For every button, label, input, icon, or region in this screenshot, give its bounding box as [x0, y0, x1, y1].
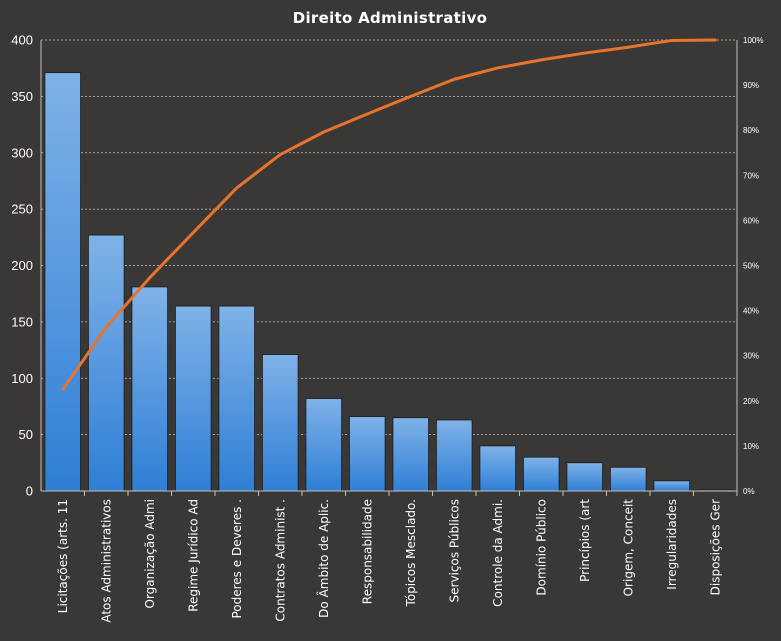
x-tick-label: Domínio Público	[534, 499, 548, 596]
y2-tick-label: 60%	[743, 216, 759, 225]
y2-axis: 0% 10% 20% 30% 40% 50% 60% 70% 80% 90% 100%	[736, 36, 763, 496]
cumulative-line	[61, 38, 717, 392]
bar	[436, 419, 473, 492]
bar	[218, 305, 255, 492]
y2-tick-label: 50%	[743, 262, 759, 271]
x-tick-label: Disposições Ger	[708, 499, 722, 595]
bar	[262, 354, 299, 492]
x-tick-label: Poderes e Deveres .	[230, 499, 244, 619]
bar	[479, 445, 516, 492]
bar	[523, 456, 560, 492]
x-tick-label: Irregularidades	[665, 499, 679, 590]
x-axis: Licitações (arts. 11 Atos Administrativos…	[41, 490, 738, 623]
y2-tick-label: 70%	[743, 171, 759, 180]
x-tick-label: Regime Jurídico Ad	[186, 499, 200, 612]
y-tick-label: 150	[11, 314, 33, 329]
y2-tick-label: 30%	[743, 352, 759, 361]
bar	[392, 417, 429, 492]
bar	[349, 416, 386, 492]
y-tick-label: 0	[26, 484, 33, 499]
y-tick-label: 350	[11, 89, 33, 104]
x-tick-label: Organização Admi	[143, 499, 157, 608]
bar	[305, 398, 342, 492]
x-tick-label: Responsabilidade	[360, 499, 374, 604]
bar	[88, 234, 125, 492]
bar	[131, 286, 168, 492]
bar	[610, 466, 647, 492]
bar	[653, 480, 690, 492]
y-axis: 0 50 100 150 200 250 300 350 400	[11, 33, 42, 499]
y-tick-label: 250	[11, 202, 33, 217]
y2-tick-label: 10%	[743, 442, 759, 451]
y2-tick-label: 100%	[743, 36, 763, 45]
chart-title: Direito Administrativo	[293, 9, 488, 27]
x-tick-label: Contratos Administ .	[273, 499, 287, 622]
bar	[566, 462, 603, 492]
x-tick-label: Controle da Admi.	[491, 499, 505, 607]
y-tick-label: 300	[11, 145, 33, 160]
bar	[175, 305, 212, 492]
x-tick-label: Origem, Conceit	[621, 499, 635, 597]
y2-tick-label: 0%	[743, 487, 755, 496]
bar	[44, 72, 81, 492]
x-tick-label: Atos Administrativos	[99, 499, 113, 623]
y-tick-label: 100	[11, 371, 33, 386]
y-tick-label: 400	[11, 33, 33, 48]
y2-tick-label: 20%	[743, 397, 759, 406]
bars	[44, 72, 734, 492]
y2-tick-label: 90%	[743, 81, 759, 90]
x-tick-label: Do Âmbito de Aplic.	[316, 499, 331, 618]
y-tick-label: 50	[19, 427, 33, 442]
x-tick-label: Licitações (arts. 11	[56, 499, 70, 613]
cumulative-line-layer	[61, 38, 717, 392]
y2-tick-label: 40%	[743, 307, 759, 316]
y2-tick-label: 80%	[743, 126, 759, 135]
x-tick-label: Serviços Públicos	[447, 499, 461, 602]
x-tick-label: Princípios (art	[578, 499, 592, 582]
x-tick-label: Tópicos Mesclado.	[404, 499, 418, 607]
y-tick-label: 200	[11, 258, 33, 273]
